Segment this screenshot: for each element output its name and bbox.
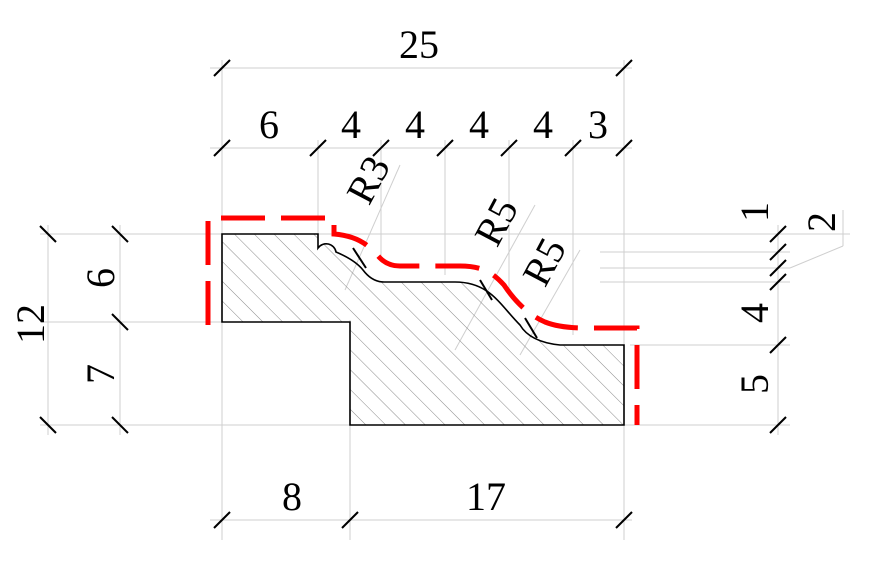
- tick-right-3: [769, 259, 787, 277]
- radius-leaders: [352, 247, 538, 339]
- tick-left-outer-top: [39, 225, 57, 243]
- extension-lines: [40, 60, 850, 540]
- tick-right-2: [769, 243, 787, 261]
- tick-top-6: [564, 139, 582, 157]
- tick-right-4: [769, 273, 787, 291]
- tick-left-outer-bottom: [39, 416, 57, 434]
- right-segment-2-label: 2: [799, 212, 844, 232]
- tick-top-1: [213, 139, 231, 157]
- tick-bottom-1: [213, 511, 231, 529]
- dimension-ticks: [39, 59, 787, 529]
- tick-bottom-2: [341, 511, 359, 529]
- tick-top-5: [500, 139, 518, 157]
- top-segment-2-label: 4: [341, 102, 361, 147]
- top-segment-6-label: 3: [588, 102, 608, 147]
- bottom-segment-1-label: 8: [282, 474, 302, 519]
- tick-left-inner-mid: [111, 313, 129, 331]
- right-segment-1-label: 1: [732, 202, 777, 222]
- radius-label-r3: R3: [337, 148, 399, 210]
- left-overall-height-label: 12: [8, 304, 53, 344]
- tick-top-7: [615, 139, 633, 157]
- tick-top-2: [309, 139, 327, 157]
- right-segment-3-label: 4: [732, 303, 777, 323]
- radius-label-r5-upper: R5: [465, 190, 527, 252]
- bottom-segment-2-label: 17: [466, 474, 506, 519]
- dimension-lines: [47, 67, 779, 521]
- cut-outline: [205, 215, 640, 425]
- tick-left-inner-bottom: [111, 416, 129, 434]
- tick-right-1: [769, 225, 787, 243]
- tick-right-5: [769, 336, 787, 354]
- tick-right-6: [769, 416, 787, 434]
- left-segment-2-label: 7: [78, 364, 123, 384]
- top-segment-5-label: 4: [533, 102, 553, 147]
- tick-left-inner-top: [111, 225, 129, 243]
- top-segment-4-label: 4: [469, 102, 489, 147]
- radius-label-r5-lower: R5: [513, 230, 575, 292]
- tick-overall-right: [615, 59, 633, 77]
- top-segment-1-label: 6: [259, 102, 279, 147]
- tick-top-4: [436, 139, 454, 157]
- right-segment-4-label: 5: [732, 374, 777, 394]
- tick-bottom-3: [615, 511, 633, 529]
- top-segment-3-label: 4: [405, 102, 425, 147]
- profile-section: [221, 233, 625, 426]
- overall-width-label: 25: [399, 22, 439, 67]
- left-segment-1-label: 6: [78, 268, 123, 288]
- tick-top-3: [372, 139, 390, 157]
- tick-overall-left: [213, 59, 231, 77]
